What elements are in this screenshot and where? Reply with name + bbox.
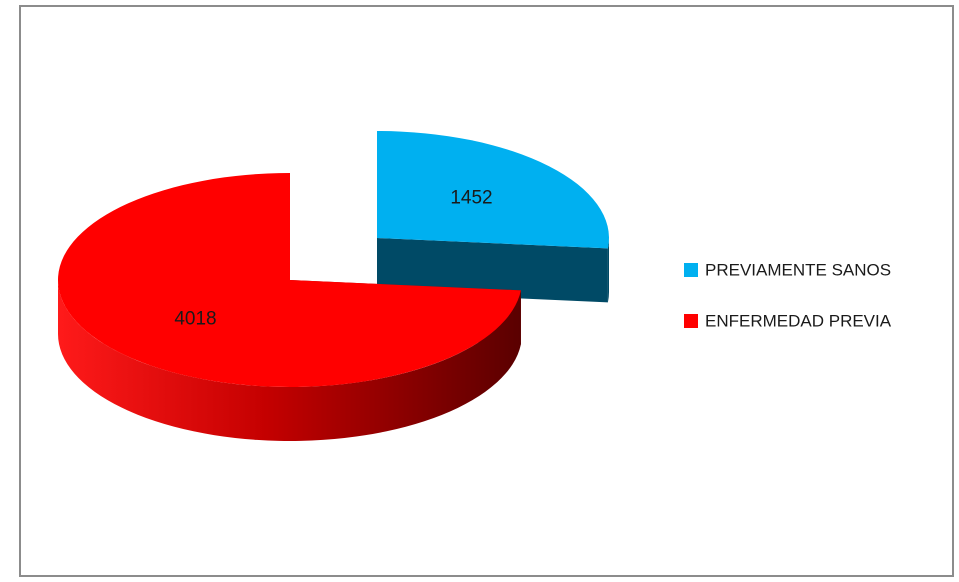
slice-top — [58, 173, 521, 388]
legend-label: PREVIAMENTE SANOS — [705, 260, 891, 279]
pie-slice-enfermedad-previa — [58, 173, 521, 441]
legend-item-previamente-sanos: PREVIAMENTE SANOS — [684, 260, 891, 279]
data-label-previamente-sanos: 1452 — [450, 187, 492, 208]
legend-label: ENFERMEDAD PREVIA — [705, 311, 892, 330]
legend-swatch — [684, 263, 698, 277]
slice-wall — [377, 238, 608, 303]
legend: PREVIAMENTE SANOS ENFERMEDAD PREVIA — [684, 260, 892, 330]
pie-slice-previamente-sanos — [377, 131, 609, 303]
legend-item-enfermedad-previa: ENFERMEDAD PREVIA — [684, 311, 892, 330]
slice-top — [377, 131, 609, 249]
slice-side — [607, 238, 609, 303]
legend-swatch — [684, 314, 698, 328]
slice-side — [58, 280, 521, 441]
data-label-enfermedad-previa: 4018 — [174, 309, 216, 330]
